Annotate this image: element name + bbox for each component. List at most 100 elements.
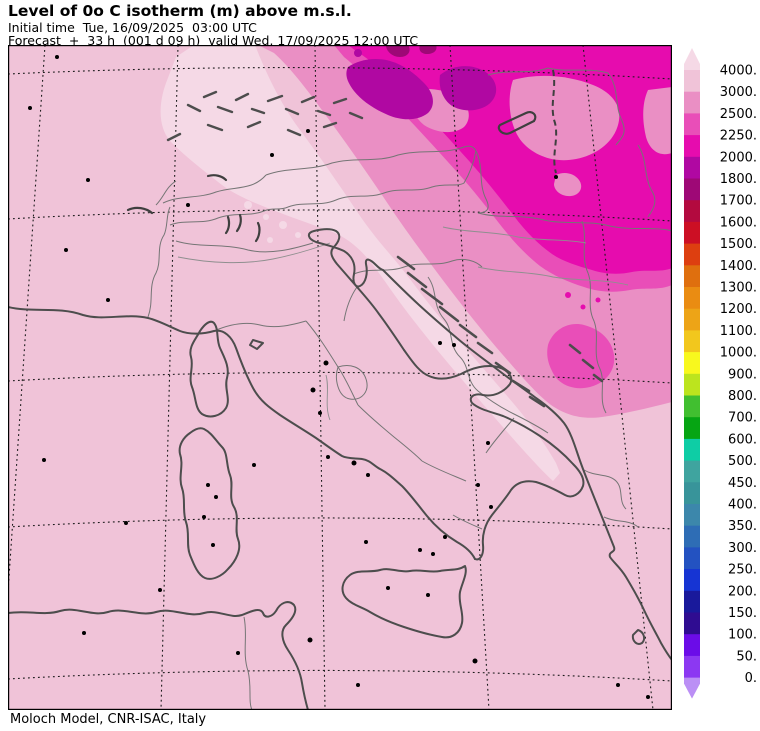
colorbar-segment xyxy=(684,569,700,592)
colorbar-segment xyxy=(684,243,700,266)
colorbar-tick-label: 300. xyxy=(728,541,757,556)
fill-1800-2000-patch-a xyxy=(346,59,433,120)
fill-2500-3000-patch-hungary xyxy=(509,75,620,161)
colorbar-segment xyxy=(684,135,700,158)
colorbar-segment xyxy=(684,330,700,353)
fill-above-4000-speckles xyxy=(230,172,301,243)
colorbar-arrow-bottom xyxy=(684,677,700,699)
small-islands-croatia xyxy=(396,255,604,408)
colorbar-tick-label: 450. xyxy=(728,476,757,491)
colorbar-segment xyxy=(684,395,700,418)
country-borders xyxy=(147,67,672,710)
colorbar-segment xyxy=(684,178,700,201)
initial-time-line: Initial time Tue, 16/09/2025 03:00 UTC xyxy=(8,20,257,35)
isotherm-map xyxy=(8,45,672,710)
fill-2500-3000-patch-small xyxy=(554,172,582,197)
forecast-valid-line: Forecast + 33 h (001 d 09 h) valid Wed, … xyxy=(8,33,419,48)
lake-maggiore xyxy=(224,215,231,235)
map-frame xyxy=(8,45,672,710)
colorbar-segment xyxy=(684,113,700,136)
fill-1700-1800-speck-b xyxy=(419,45,437,54)
colorbar-tick-label: 1500. xyxy=(720,237,757,252)
colorbar-segment xyxy=(684,525,700,548)
graticule xyxy=(8,45,672,710)
colorbar-tick-label: 2500. xyxy=(720,107,757,122)
colorbar-tick-label: 400. xyxy=(728,498,757,513)
colorbar-segment xyxy=(684,265,700,288)
map-canvas xyxy=(8,45,672,710)
colorbar-tick-label: 900. xyxy=(728,367,757,382)
coast-elba xyxy=(249,339,264,350)
colorbar-tick-label: 700. xyxy=(728,411,757,426)
colorbar-tick-label: 0. xyxy=(745,671,757,686)
colorbar-segment xyxy=(684,352,700,375)
colorbar-tick-label: 150. xyxy=(728,606,757,621)
colorbar-segment xyxy=(684,504,700,527)
colorbar-segment xyxy=(684,590,700,613)
coast-corfu xyxy=(631,629,646,645)
colorbar-tick-label: 1700. xyxy=(720,194,757,209)
colorbar-tick-label: 3000. xyxy=(720,85,757,100)
colorbar-segment xyxy=(684,308,700,331)
colorbar-tick-label: 200. xyxy=(728,584,757,599)
coast-sardinia xyxy=(178,427,241,580)
coast-france-west-italy xyxy=(8,306,476,560)
colorbar-tick-label: 500. xyxy=(728,454,757,469)
fill-2000-2250-specks xyxy=(565,292,601,310)
colorbar-segment xyxy=(684,482,700,505)
colorbar-tick-label: 1000. xyxy=(720,346,757,361)
colorbar-tick-label: 1100. xyxy=(720,324,757,339)
colorbar: 4000. 3000. 2500. 2250. 2000. 1800. 1700. 1600.… xyxy=(676,45,760,715)
colorbar-arrow-top xyxy=(684,48,700,70)
colorbar-segment xyxy=(684,655,700,679)
fill-above-4000-band xyxy=(160,45,560,481)
colorbar-tick-label: 800. xyxy=(728,389,757,404)
colorbar-tick-label: 1300. xyxy=(720,281,757,296)
coast-north-africa xyxy=(8,601,309,710)
fill-1800-2000-speck xyxy=(354,49,362,57)
lake-constance xyxy=(206,174,228,182)
colorbar-tick-label: 1600. xyxy=(720,215,757,230)
coast-sicily xyxy=(341,565,467,639)
colorbar-tick-label: 600. xyxy=(728,432,757,447)
colorbar-tick-label: 50. xyxy=(736,649,757,664)
coastlines xyxy=(8,228,672,710)
colorbar-segment xyxy=(684,70,700,93)
colorbar-tick-label: 1200. xyxy=(720,302,757,317)
alps-ridge-marks xyxy=(166,90,364,142)
small-dots xyxy=(28,55,650,699)
lake-como xyxy=(235,213,242,233)
footer-credit: Moloch Model, CNR-ISAC, Italy xyxy=(10,712,207,727)
lake-balaton xyxy=(497,111,537,135)
colorbar-tick-label: 350. xyxy=(728,519,757,534)
colorbar-segment xyxy=(684,373,700,396)
colorbar-tick-label: 1800. xyxy=(720,172,757,187)
colorbar-segment xyxy=(684,200,700,223)
lake-garda xyxy=(254,221,261,243)
rivers xyxy=(177,226,629,421)
colorbar-svg: 4000. 3000. 2500. 2250. 2000. 1800. 1700. 1600.… xyxy=(684,48,757,699)
coast-calabria-puglia xyxy=(403,349,585,561)
colorbar-tick-label: 2000. xyxy=(720,150,757,165)
colorbar-tick-label: 4000. xyxy=(720,64,757,79)
colorbar-tick-label: 2250. xyxy=(720,129,757,144)
colorbar-segment xyxy=(684,221,700,245)
colorbar-segment xyxy=(684,612,700,635)
colorbar-segment xyxy=(684,460,700,483)
fill-1800-2000-patch-b xyxy=(439,66,497,111)
colorbar-tick-label: 250. xyxy=(728,563,757,578)
colorbar-segment xyxy=(684,156,700,179)
colorbar-tick-label: 100. xyxy=(728,628,757,643)
coast-corsica xyxy=(189,320,229,418)
colorbar-segment xyxy=(684,91,700,114)
page-title: Level of 0o C isotherm (m) above m.s.l. xyxy=(8,2,352,20)
colorbar-segment xyxy=(684,287,700,310)
fill-1700-1800-speck-a xyxy=(386,45,410,57)
fill-2500-3000-patch-right-edge xyxy=(643,87,672,155)
fill-2250-2500-patch-southeast xyxy=(547,324,615,389)
alpine-lakes xyxy=(126,111,537,243)
isotherm-fill-regions xyxy=(8,45,672,710)
lake-geneva xyxy=(126,206,154,215)
colorbar-tick-label: 1400. xyxy=(720,259,757,274)
coast-adriatic-italy-istria-balkans xyxy=(308,228,672,661)
